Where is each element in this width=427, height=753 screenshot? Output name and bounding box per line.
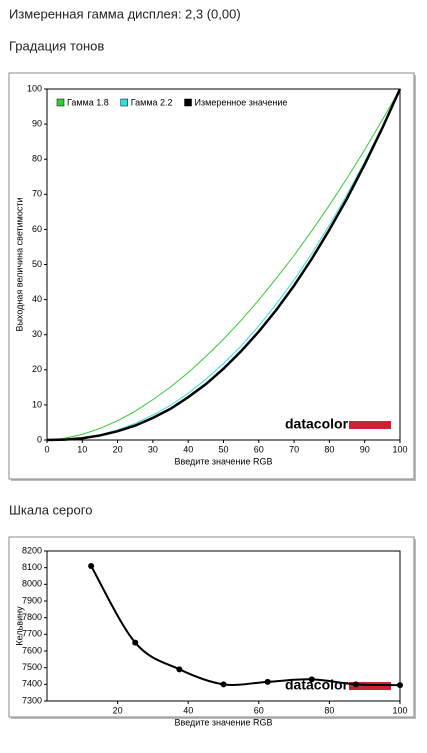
y-axis-label: Выходная величина светимости (14, 197, 24, 331)
y-tick-label: 7800 (22, 612, 42, 622)
section-title: Шкала серого (9, 502, 92, 517)
logo: datacolor (285, 416, 349, 432)
x-tick-label: 20 (113, 705, 123, 715)
y-tick-label: 7300 (22, 695, 42, 705)
y-tick-label: 30 (32, 329, 42, 339)
legend-label: Гамма 2.2 (131, 97, 173, 107)
data-point (352, 681, 359, 688)
data-point (88, 563, 95, 569)
legend-label: Измеренное значение (195, 97, 288, 107)
data-point (264, 678, 271, 685)
data-point (220, 681, 227, 688)
y-tick-label: 8100 (22, 562, 42, 572)
x-axis-label: Введите значение RGB (175, 717, 273, 727)
x-tick-label: 100 (392, 444, 407, 454)
x-tick-label: 0 (44, 444, 49, 454)
legend-swatch (184, 98, 192, 107)
y-tick-label: 7700 (22, 629, 42, 639)
x-tick-label: 60 (254, 705, 264, 715)
x-tick-label: 80 (324, 705, 334, 715)
series-line (46, 88, 401, 441)
gamma-summary: Измеренная гамма дисплея: 2,3 (0,00) (9, 6, 241, 21)
series-line (46, 88, 402, 442)
y-tick-label: 7900 (22, 595, 42, 605)
x-tick-label: 100 (392, 705, 407, 715)
y-tick-label: 7400 (22, 679, 42, 689)
y-tick-label: 60 (32, 224, 42, 234)
y-tick-label: 90 (32, 118, 42, 128)
x-tick-label: 20 (113, 444, 123, 454)
y-tick-label: 50 (32, 259, 42, 269)
x-tick-label: 10 (77, 444, 87, 454)
y-tick-label: 7600 (22, 645, 42, 655)
data-point (176, 666, 183, 673)
x-tick-label: 40 (183, 705, 193, 715)
section-title: Градация тонов (9, 38, 104, 53)
legend-swatch (120, 98, 129, 107)
y-tick-label: 7500 (22, 662, 42, 672)
x-tick-label: 70 (289, 444, 299, 454)
y-axis-label: Кельвину (14, 606, 24, 646)
x-tick-label: 60 (254, 444, 264, 454)
logo-bar (349, 421, 392, 429)
legend-label: Гамма 1.8 (67, 97, 109, 107)
y-tick-label: 8000 (22, 579, 42, 589)
data-point (308, 676, 315, 683)
x-tick-label: 90 (360, 444, 370, 454)
plot-area (46, 88, 401, 441)
x-tick-label: 40 (183, 444, 193, 454)
data-point (397, 682, 403, 689)
legend-swatch (56, 98, 65, 107)
y-tick-label: 80 (32, 154, 42, 164)
y-tick-label: 10 (32, 399, 42, 409)
logo-bar (349, 682, 392, 690)
x-tick-label: 80 (324, 444, 334, 454)
x-axis-label: Введите значение RGB (175, 456, 273, 466)
y-tick-label: 40 (32, 294, 42, 304)
x-tick-label: 30 (148, 444, 158, 454)
y-tick-label: 8200 (22, 545, 42, 555)
plot-area (46, 550, 401, 702)
x-tick-label: 50 (218, 444, 228, 454)
y-tick-label: 20 (32, 364, 42, 374)
y-tick-label: 70 (32, 189, 42, 199)
y-tick-label: 0 (37, 434, 42, 444)
y-tick-label: 100 (27, 83, 42, 93)
data-point (132, 639, 139, 646)
